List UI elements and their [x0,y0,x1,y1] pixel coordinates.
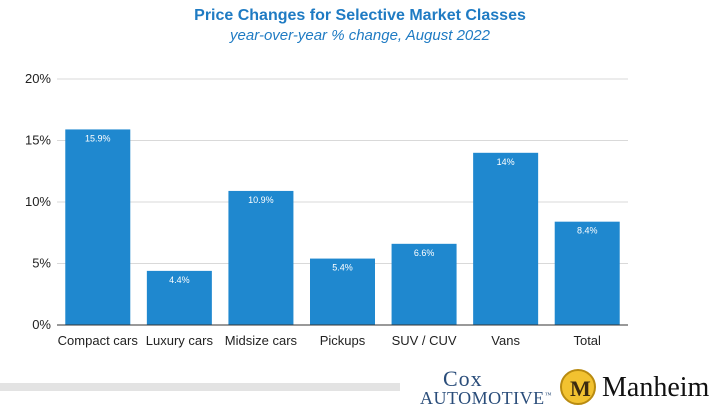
bar [391,243,457,325]
bar [473,152,539,325]
bar [146,270,212,325]
bar [65,129,131,325]
data-label: 14% [497,157,515,167]
category-label: Compact cars [58,333,139,348]
bar [228,190,294,325]
bars [65,129,620,325]
manheim-logo: M Manheim [560,368,720,410]
y-tick-label: 0% [32,317,51,332]
chart-title: Price Changes for Selective Market Class… [194,7,526,24]
data-label: 8.4% [577,226,598,236]
category-label: SUV / CUV [392,333,457,348]
y-tick-label: 20% [25,71,51,86]
bar [554,221,620,325]
cox-automotive-logo: Cox AUTOMOTIVE™ [420,366,553,408]
bar [310,258,375,325]
category-label: Midsize cars [225,333,298,348]
category-label: Total [573,333,601,348]
category-labels: Compact cars Luxury cars Midsize cars Picku… [58,333,601,348]
data-label: 5.4% [332,263,353,273]
y-tick-label: 15% [25,133,51,148]
chart-subtitle: year-over-year % change, August 2022 [229,27,491,44]
y-axis-ticks: 0% 5% 10% 15% 20% [25,71,51,332]
category-label: Vans [491,333,520,348]
data-label: 4.4% [169,275,190,285]
footer-divider [0,383,400,391]
data-label: 6.6% [414,248,435,258]
y-tick-label: 5% [32,256,51,271]
category-label: Pickups [320,333,366,348]
y-tick-label: 10% [25,194,51,209]
data-label: 10.9% [248,195,274,205]
data-label: 15.9% [85,133,111,143]
gridlines [57,78,628,264]
category-label: Luxury cars [146,333,214,348]
manheim-emblem-icon: M [560,369,596,405]
data-labels: 15.9% 4.4% 10.9% 5.4% 6.6% 14% 8.4% [85,133,597,284]
